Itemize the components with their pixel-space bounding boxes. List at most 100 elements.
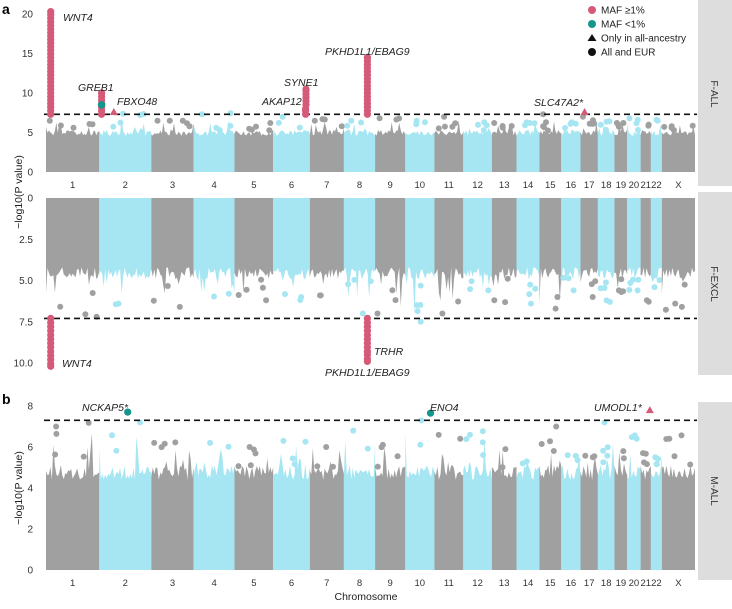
snp-point — [519, 460, 526, 467]
snp-point — [85, 419, 92, 426]
snp-point — [651, 284, 658, 291]
snp-point — [82, 311, 89, 318]
snp-point — [600, 459, 607, 466]
chromosome-13-snp-cloud — [491, 198, 517, 287]
snp-point — [463, 436, 470, 443]
hit-triangle-fbxo48 — [109, 107, 118, 115]
snp-point — [225, 290, 232, 297]
gene-label: PKHD1L1/EBAG9 — [325, 367, 410, 379]
chromosome-label: 8 — [357, 180, 362, 191]
snp-point — [117, 119, 124, 126]
chromosome-label: 20 — [629, 578, 640, 589]
chromosome-label: X — [675, 578, 682, 589]
snp-point — [253, 123, 259, 130]
chromosome-label: 18 — [601, 180, 612, 191]
snp-point — [572, 452, 579, 459]
y-tick-label: 10.0 — [14, 359, 34, 370]
gene-label: WNT4 — [63, 12, 93, 24]
gene-label: ENO4 — [430, 402, 459, 414]
gene-label: SYNE1 — [284, 77, 318, 89]
snp-point — [455, 298, 462, 305]
chromosome-13-snp-cloud — [491, 449, 517, 570]
chromosome-label: 16 — [566, 578, 577, 589]
snp-point — [86, 121, 93, 127]
gene-label: SLC47A2* — [534, 97, 584, 109]
chromosome-label: 9 — [388, 180, 393, 191]
chromosome-22-snp-cloud — [650, 124, 662, 172]
chromosome-13-snp-cloud — [491, 123, 517, 172]
chromosome-label: 13 — [499, 180, 510, 191]
snp-point — [323, 444, 330, 450]
snp-point — [80, 453, 87, 460]
chromosome-label: 5 — [251, 578, 256, 589]
snp-point — [642, 450, 649, 457]
gene-label: TRHR — [374, 346, 404, 358]
snp-point — [597, 121, 604, 128]
snp-point — [351, 276, 358, 283]
chromosome-12-snp-cloud — [463, 198, 492, 288]
snp-point — [338, 123, 345, 130]
chromosome-label: 18 — [601, 578, 612, 589]
snp-point — [627, 280, 634, 286]
chromosome-20-snp-cloud — [627, 123, 641, 172]
chromosome-label: 20 — [629, 180, 640, 191]
snp-point — [681, 281, 688, 288]
snp-point — [620, 120, 627, 126]
snp-point — [540, 111, 547, 118]
hit-point — [98, 89, 106, 97]
snp-point — [597, 285, 604, 292]
chromosome-12-snp-cloud — [463, 439, 492, 570]
gene-label: GREB1 — [78, 82, 114, 94]
snp-point — [479, 439, 486, 446]
snp-point — [374, 310, 381, 317]
snp-point — [435, 431, 442, 438]
snp-point — [120, 110, 127, 117]
snp-point — [670, 127, 677, 134]
strip-f-excl — [698, 192, 732, 375]
snp-point — [417, 441, 424, 448]
chromosome-label: 2 — [123, 180, 128, 191]
snp-point — [554, 294, 561, 300]
y-tick-label: 2.5 — [19, 235, 33, 246]
chromosome-18-snp-cloud — [597, 124, 615, 172]
snp-point — [441, 113, 448, 120]
chromosome-7-snp-cloud — [309, 448, 344, 570]
chromosome-label: 14 — [523, 578, 534, 589]
chromosome-3-snp-cloud — [151, 198, 194, 294]
snp-point — [413, 121, 420, 128]
chromosome-label: 11 — [444, 578, 454, 589]
snp-point — [53, 423, 60, 430]
snp-point — [502, 446, 509, 453]
y-tick-label: 20 — [22, 10, 34, 21]
hit-point-rare — [97, 101, 106, 109]
chromosome-5-snp-cloud — [234, 129, 274, 172]
y-tick-label: 7.5 — [19, 317, 33, 328]
snp-point — [291, 461, 298, 468]
y-tick-label: 5.0 — [19, 276, 33, 287]
chromosome-label: 7 — [324, 180, 329, 191]
snp-point — [655, 455, 662, 462]
snp-point — [656, 277, 663, 284]
snp-point — [499, 123, 506, 129]
chromosome-label: 15 — [545, 578, 556, 589]
chromosome-label: 6 — [289, 180, 294, 191]
chromosome-15-snp-cloud — [539, 198, 562, 304]
y-axis-title-b: −log10(P value) — [13, 451, 25, 525]
gene-label: PKHD1L1/EBAG9 — [325, 46, 410, 58]
snp-point — [413, 302, 420, 309]
snp-point — [441, 123, 448, 130]
snp-point — [582, 452, 589, 459]
chromosome-6-snp-cloud — [273, 198, 310, 287]
snp-point — [227, 110, 234, 117]
snp-point — [480, 452, 487, 458]
chromosome-2-snp-cloud — [99, 198, 152, 294]
snp-point — [417, 318, 424, 325]
legend-circle-icon — [588, 6, 596, 14]
snp-point — [449, 123, 456, 130]
snp-point — [565, 275, 572, 282]
snp-point — [570, 287, 577, 294]
snp-point — [266, 127, 273, 134]
snp-point — [289, 455, 296, 462]
chromosome-17-snp-cloud — [580, 456, 598, 570]
chromosome-label: 4 — [211, 180, 216, 191]
